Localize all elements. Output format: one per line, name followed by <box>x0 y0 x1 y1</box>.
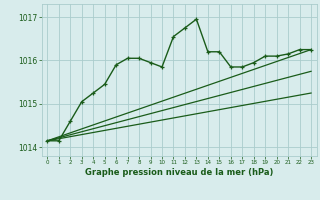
X-axis label: Graphe pression niveau de la mer (hPa): Graphe pression niveau de la mer (hPa) <box>85 168 273 177</box>
